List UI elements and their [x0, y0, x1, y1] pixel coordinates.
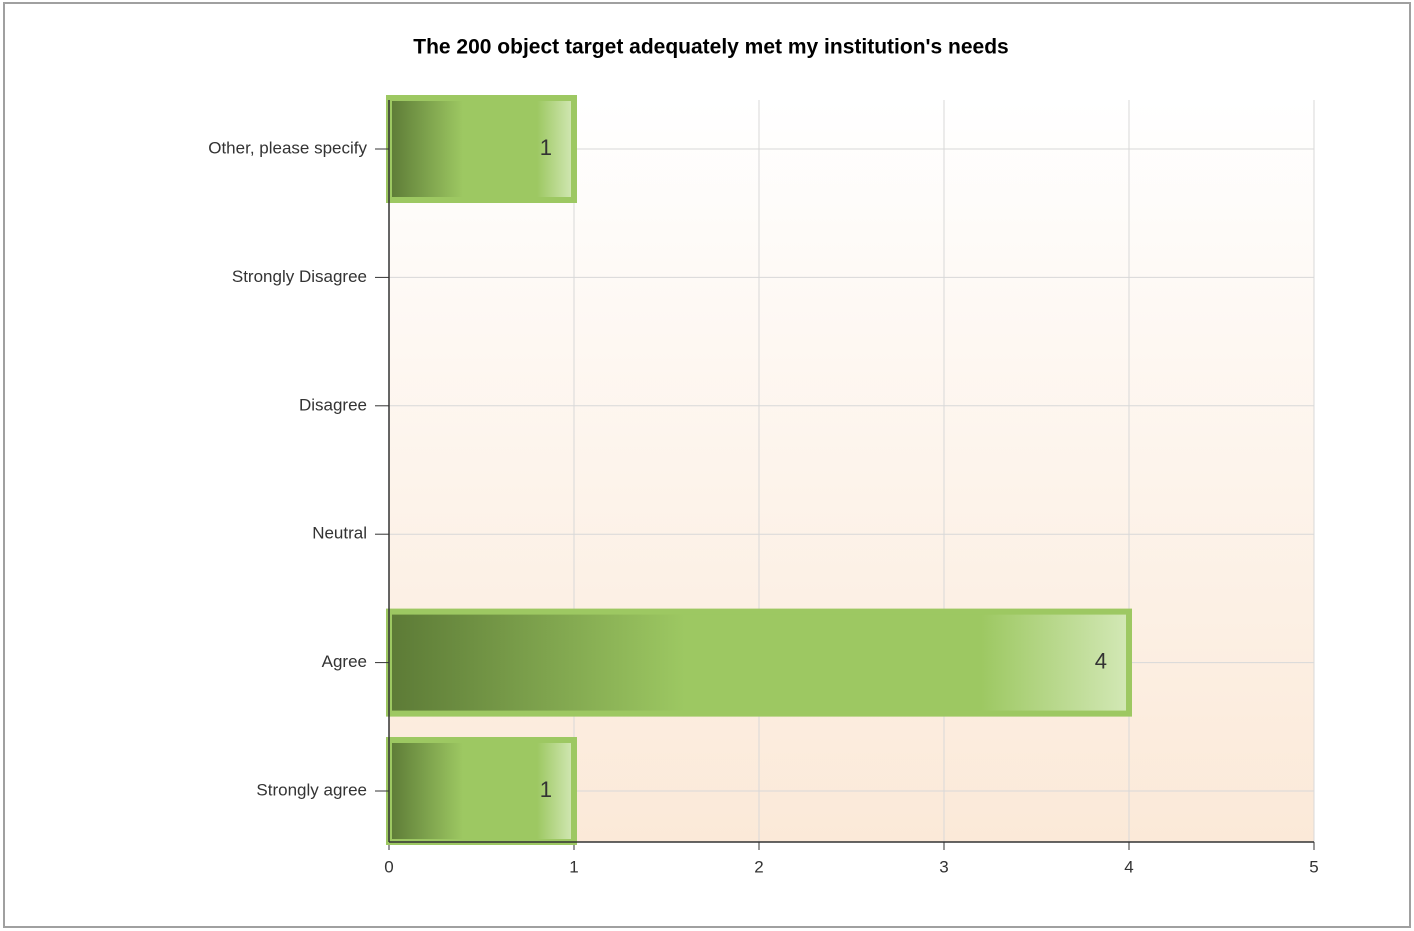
data-label: 1	[540, 777, 552, 802]
y-tick-label: Agree	[322, 652, 367, 671]
x-tick-label: 0	[384, 857, 393, 876]
plot-area	[389, 100, 1314, 842]
x-tick-label: 2	[754, 857, 763, 876]
y-tick-label: Strongly Disagree	[232, 267, 367, 286]
chart-title: The 200 object target adequately met my …	[413, 36, 1008, 59]
y-tick-label: Disagree	[299, 395, 367, 414]
x-tick-label: 3	[939, 857, 948, 876]
y-tick-label: Neutral	[312, 524, 367, 543]
x-tick-label: 1	[569, 857, 578, 876]
x-tick-label: 4	[1124, 857, 1133, 876]
bar	[386, 608, 1132, 717]
y-tick-label: Strongly agree	[256, 780, 367, 799]
data-label: 4	[1095, 648, 1107, 673]
y-tick-label: Other, please specify	[208, 138, 367, 157]
data-label: 1	[540, 135, 552, 160]
bar	[386, 95, 577, 203]
x-tick-label: 5	[1309, 857, 1318, 876]
